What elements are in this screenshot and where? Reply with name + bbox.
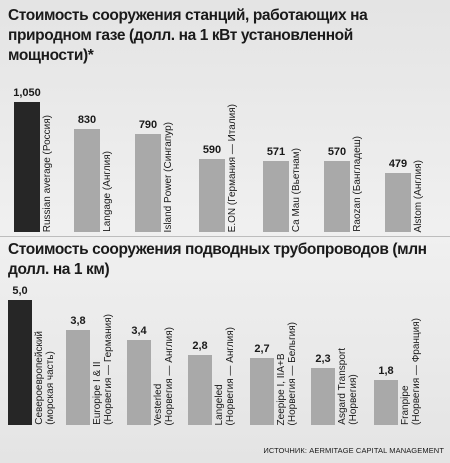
separator: [0, 236, 450, 237]
bar: [311, 367, 335, 425]
bar: [250, 357, 274, 425]
value-label: 3,4: [131, 325, 147, 337]
bar: [14, 102, 40, 232]
bar: [8, 300, 32, 425]
bar: [263, 161, 289, 232]
value-label: 590: [202, 143, 222, 156]
bar: [385, 172, 411, 232]
category-label: Alstom (Англия): [413, 159, 424, 232]
bar: [127, 340, 151, 425]
bar: [74, 129, 100, 232]
category-label: Североевропейский (морская часть): [34, 331, 56, 425]
value-label: 5,0: [12, 285, 28, 297]
category-label: Franpipe (Норвегия — Франция): [400, 318, 422, 425]
value-label: 2,8: [192, 340, 208, 352]
category-label: Island Power (Сингапур): [163, 121, 174, 232]
value-label: 1,050: [13, 87, 41, 99]
bar: [199, 158, 225, 232]
bar: [324, 161, 350, 232]
value-label: 479: [388, 157, 408, 170]
chart-title: Стоимость сооружения подводных трубопров…: [8, 241, 427, 278]
category-label: E.ON (Германия — Италия): [227, 103, 238, 232]
category-label: Russian average (Россия): [42, 114, 53, 232]
value-label: 3,8: [70, 315, 86, 327]
source: ИСТОЧНИК: AERMITAGE CAPITAL MANAGEMENT: [263, 446, 444, 455]
bar: [374, 380, 398, 425]
category-label: Zeepipe I, IIA+B (Норвегия — Бельгия): [276, 321, 298, 425]
category-label: Langeled (Норвегия — Англия): [214, 326, 236, 425]
bar: [188, 355, 212, 425]
category-label: Vesterled (Норвегия — Англия): [153, 326, 175, 425]
bar: [135, 134, 161, 232]
category-label: Asgard Transport (Норвегия): [337, 348, 359, 425]
category-label: Europipe I & II (Норвегия — Германия): [92, 314, 114, 425]
value-label: 2,3: [315, 352, 331, 365]
value-label: 790: [138, 119, 158, 132]
bar: [66, 330, 90, 425]
value-label: 2,7: [254, 342, 270, 355]
value-label: 1,8: [378, 365, 394, 377]
value-label: 570: [327, 146, 347, 159]
value-label: 830: [77, 114, 97, 127]
category-label: Raozan (Бангладеш): [352, 136, 363, 232]
category-label: Langage (Англия): [102, 151, 113, 232]
category-label: Ca Mau (Вьетнам): [291, 147, 302, 232]
chart-title: Стоимость сооружения станций, работающих…: [8, 7, 368, 64]
value-label: 571: [266, 146, 286, 159]
